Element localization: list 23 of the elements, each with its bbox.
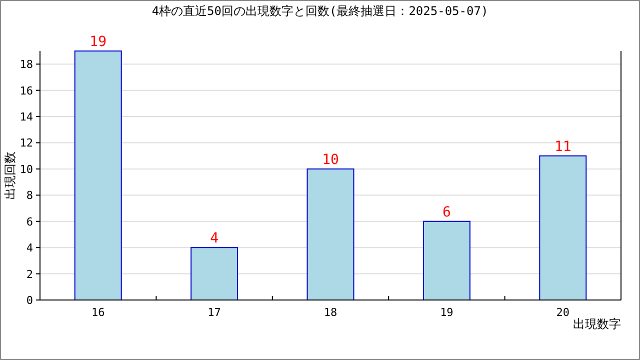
data-label: 11 bbox=[554, 138, 572, 155]
y-tick-label: 8 bbox=[26, 189, 33, 202]
data-label: 10 bbox=[322, 152, 339, 168]
y-tick-label: 0 bbox=[26, 294, 33, 307]
y-tick-label: 2 bbox=[26, 268, 33, 281]
y-tick-label: 6 bbox=[26, 215, 33, 228]
y-tick-label: 14 bbox=[20, 110, 34, 124]
x-tick-label: 20 bbox=[556, 306, 570, 319]
x-tick-label: 18 bbox=[324, 306, 338, 319]
x-tick-label: 19 bbox=[440, 306, 454, 319]
y-tick-label: 16 bbox=[20, 84, 33, 98]
x-tick-label: 16 bbox=[91, 306, 105, 319]
data-label: 4 bbox=[210, 230, 219, 247]
x-axis-title: 出現数字 bbox=[573, 317, 621, 331]
y-tick-label: 12 bbox=[20, 136, 33, 150]
data-label: 19 bbox=[90, 34, 107, 50]
y-axis-title: 出現回数 bbox=[3, 152, 17, 200]
chart-title: 4枠の直近50回の出現数字と回数(最終抽選日：2025-05-07) bbox=[152, 4, 488, 18]
y-tick-label: 10 bbox=[20, 162, 33, 176]
data-label: 6 bbox=[442, 204, 451, 220]
y-tick-label: 4 bbox=[26, 242, 34, 255]
x-tick-label: 17 bbox=[208, 306, 221, 319]
y-tick-label: 18 bbox=[20, 58, 33, 72]
